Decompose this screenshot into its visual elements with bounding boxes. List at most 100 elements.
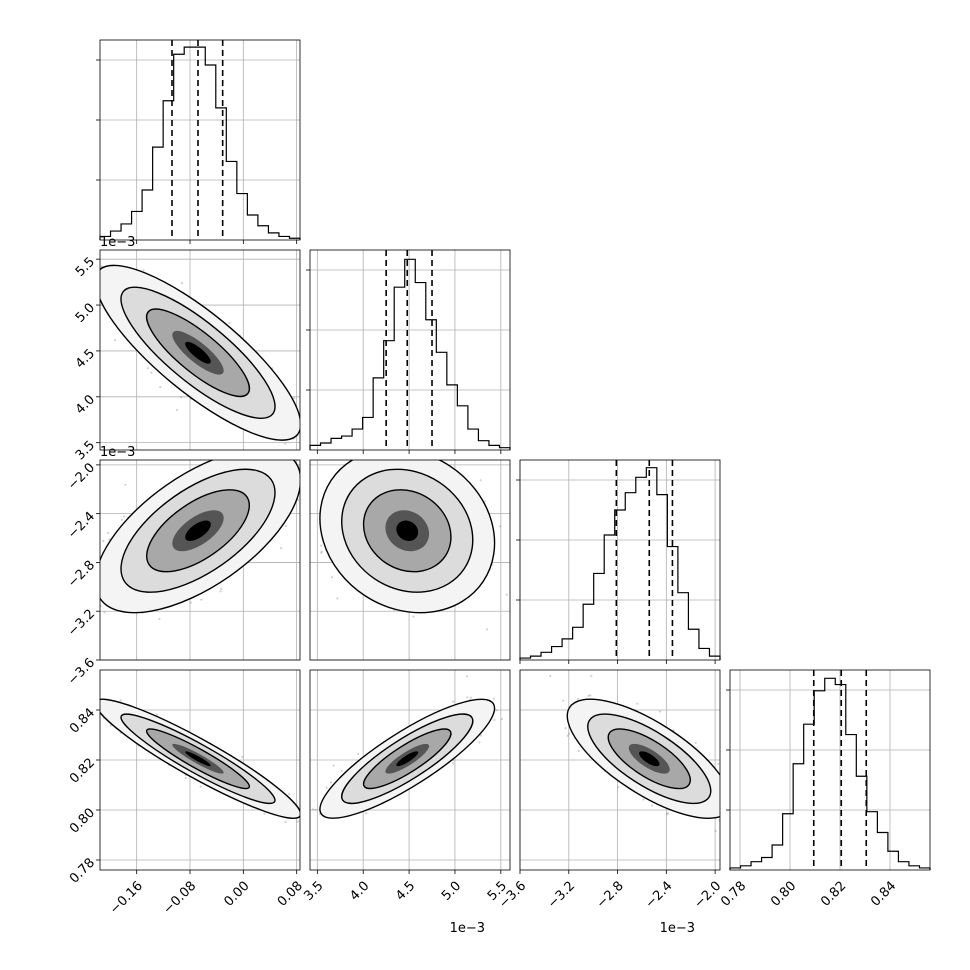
- scatter-p2-p3-plot-area: [319, 460, 508, 631]
- scatter-p1-p2-point: [180, 396, 183, 399]
- scatter-p3-p4-panel: [519, 669, 721, 874]
- scatter-p1-p4-point: [284, 821, 287, 824]
- scatter-p3-p4-point: [636, 702, 639, 705]
- scatter-p1-p4-point: [199, 785, 202, 788]
- scatter-p1-p3-frame: [99, 459, 301, 661]
- scatter-p1-p3-point: [219, 590, 222, 593]
- scatter-p2-p3-point: [505, 593, 508, 596]
- scatter-p1-p2-point: [293, 397, 296, 400]
- hist-step-p4: [729, 677, 931, 870]
- scatter-p2-p4-point: [365, 812, 368, 815]
- scatter-p1-p2-point: [142, 269, 145, 272]
- scatter-p2-p4-point: [478, 741, 481, 744]
- scatter-p3-p4-point: [666, 813, 669, 816]
- scatter-p3-p4-point: [658, 710, 662, 713]
- scatter-p2-p4-point: [469, 696, 472, 699]
- scatter-p1-p2-point: [228, 321, 231, 324]
- scatter-p3-p4-point: [577, 749, 580, 753]
- scatter-p2-p3-point: [330, 576, 334, 579]
- scatter-p1-p2-frame: [99, 249, 301, 451]
- scatter-p1-p4-point: [184, 776, 187, 780]
- scatter-p1-p2-point: [113, 339, 116, 342]
- hist-panel-p3: [516, 459, 721, 664]
- scatter-p3-p4-point: [549, 674, 552, 678]
- hist-p1-frame: [99, 39, 301, 241]
- scatter-p2-p4-point: [314, 808, 317, 811]
- scatter-p1-p4-point: [287, 793, 291, 796]
- scatter-p2-p4-plot-area: [311, 675, 503, 819]
- scatter-p2-p4-point: [500, 718, 503, 721]
- scatter-p1-p3-point: [158, 617, 161, 621]
- hist-p2-frame: [309, 249, 511, 451]
- scatter-p2-p4-point: [357, 752, 360, 756]
- scatter-p1-p4-peak: [185, 751, 211, 767]
- scatter-p3-p4-peak: [639, 751, 660, 767]
- scatter-p1-p4-point: [296, 820, 299, 823]
- scatter-p1-p3-point: [297, 498, 300, 502]
- hist-step-p1: [99, 46, 301, 240]
- scatter-p2-p3-frame: [309, 459, 511, 661]
- scatter-p3-p4-point: [718, 819, 720, 822]
- hist-p4-frame: [729, 669, 931, 871]
- scatter-p1-p2-point: [146, 367, 149, 370]
- scatter-p2-p4-point: [495, 709, 498, 712]
- scatter-p3-p4-point: [714, 829, 717, 833]
- scatter-p1-p3-point: [200, 598, 203, 601]
- scatter-p1-p3-point: [280, 547, 283, 550]
- scatter-p3-p4-point: [694, 741, 697, 744]
- scatter-p1-p3-peak: [185, 520, 211, 541]
- scatter-p2-p4-point: [452, 700, 455, 703]
- scatter-p1-p2-peak: [185, 341, 211, 364]
- scatter-p2-p4-point: [311, 808, 315, 811]
- scatter-p1-p4-plot-area: [100, 698, 300, 824]
- scatter-p1-p3-panel: [96, 459, 301, 661]
- scatter-p2-p3-panel: [309, 459, 511, 661]
- scatter-p1-p4-point: [155, 713, 158, 716]
- scatter-p1-p3-point: [284, 525, 287, 528]
- scatter-p1-p2-point: [284, 442, 287, 445]
- scatter-p1-p2-point: [180, 282, 184, 285]
- yoffset-p3: 1e−3: [100, 445, 135, 460]
- scatter-p3-p4-point: [564, 727, 567, 730]
- scatter-p1-p2-point: [175, 408, 179, 411]
- scatter-p3-p4-point: [717, 762, 720, 765]
- scatter-p1-p3-point: [108, 538, 111, 541]
- scatter-p3-p4-point: [562, 699, 565, 702]
- scatter-p3-p4-point: [650, 804, 654, 807]
- scatter-p2-p4-point: [479, 734, 483, 737]
- scatter-p1-p3-point: [220, 587, 223, 591]
- scatter-p2-p3-point: [499, 525, 502, 528]
- scatter-p1-p2-point: [159, 385, 162, 389]
- scatter-p1-p4-point: [241, 755, 244, 758]
- hist-panel-p4: [726, 669, 931, 871]
- scatter-p3-p4-point: [566, 734, 569, 737]
- scatter-p3-p4-point: [577, 697, 580, 701]
- scatter-p2-p4-peak: [396, 751, 419, 767]
- scatter-p1-p3-point: [103, 611, 106, 614]
- scatter-p1-p4-point: [109, 724, 112, 727]
- scatter-p3-p4-point: [642, 798, 645, 801]
- scatter-p1-p3-point: [120, 518, 123, 522]
- scatter-p3-p4-point: [589, 694, 592, 697]
- scatter-p2-p4-panel: [309, 669, 511, 874]
- scatter-p3-p4-point: [617, 785, 620, 789]
- scatter-p1-p3-point: [123, 515, 126, 518]
- scatter-p2-p3-point: [320, 544, 323, 547]
- scatter-p3-p4-point: [568, 732, 571, 735]
- scatter-p2-p4-point: [465, 675, 468, 678]
- scatter-p1-p3-plot-area: [100, 460, 300, 621]
- scatter-p3-p4-point: [587, 694, 590, 698]
- scatter-p2-p3-point: [320, 550, 323, 553]
- scatter-p1-p3-point: [124, 483, 127, 486]
- scatter-p1-p2-panel: [96, 249, 301, 451]
- scatter-p2-p4-point: [325, 786, 328, 789]
- scatter-p2-p4-point: [493, 718, 496, 722]
- scatter-p1-p3-point: [189, 601, 192, 604]
- hist-panel-p1: [96, 39, 301, 244]
- yoffset-p2: 1e−3: [100, 235, 135, 250]
- hist-panel-p2: [306, 249, 511, 454]
- scatter-p1-p3-point: [107, 531, 110, 535]
- scatter-p1-p2-plot-area: [100, 264, 300, 445]
